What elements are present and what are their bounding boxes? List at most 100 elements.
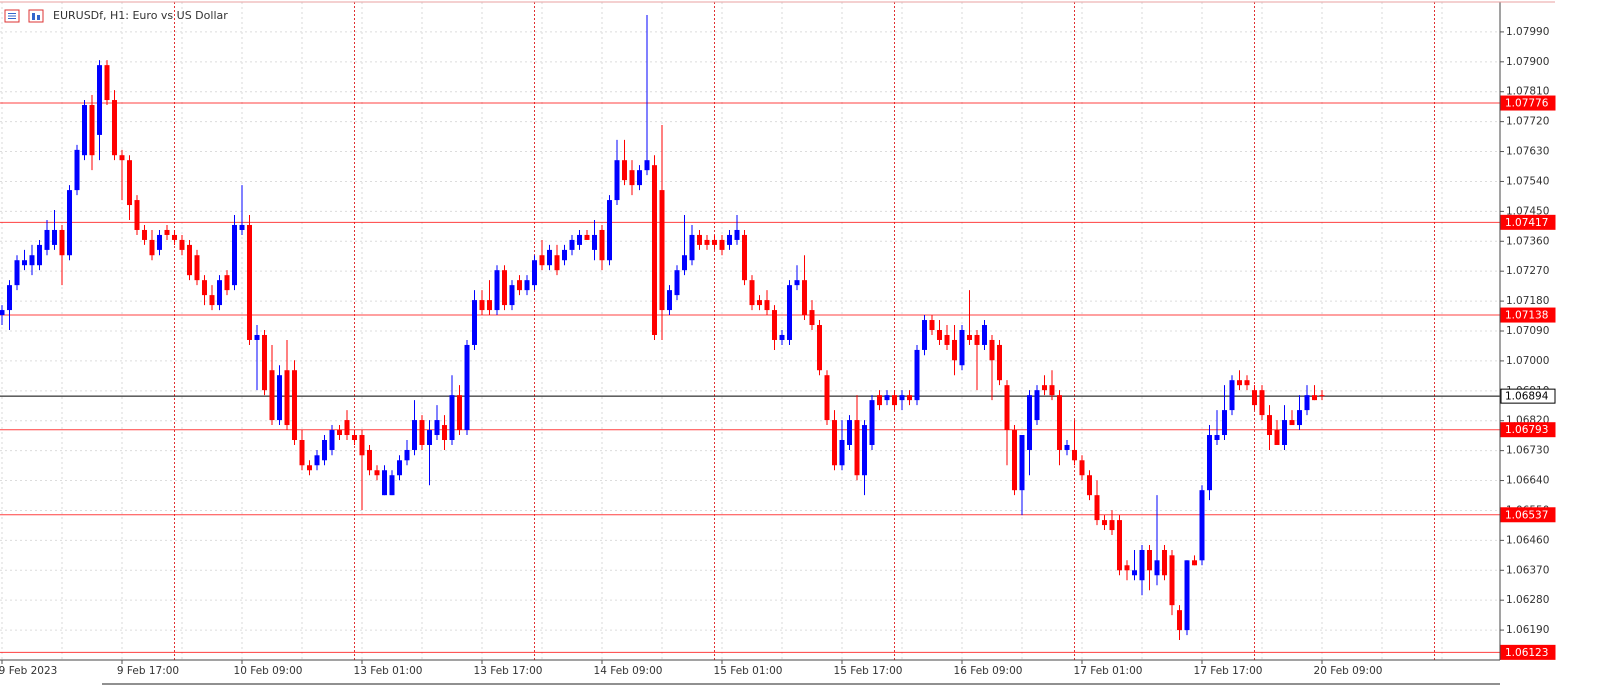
- y-tick-label: 1.07540: [1506, 175, 1549, 187]
- candle-body: [277, 375, 282, 421]
- symbol-icons: [4, 9, 44, 23]
- candle-body: [397, 460, 402, 476]
- candle-body: [1214, 435, 1220, 441]
- candle-body: [104, 65, 110, 101]
- icon-depth[interactable]: [28, 9, 44, 23]
- level-box: [1500, 644, 1556, 660]
- candle-body: [772, 310, 777, 340]
- candle-body: [239, 224, 245, 230]
- candle-body: [1312, 395, 1317, 401]
- candle-body: [877, 395, 882, 406]
- candle-body: [952, 339, 957, 361]
- candle-body: [247, 224, 252, 340]
- candle-body: [824, 375, 830, 421]
- candle-body: [479, 300, 485, 311]
- x-tick-label: 17 Feb 17:00: [1194, 665, 1263, 677]
- candle-body: [922, 320, 927, 350]
- candle-body: [434, 420, 440, 436]
- candle-body: [337, 430, 342, 436]
- level-label: 1.06537: [1505, 509, 1548, 521]
- candle-body: [179, 239, 185, 250]
- candle-body: [727, 234, 732, 245]
- candle-body: [1177, 610, 1182, 631]
- candle-body: [757, 300, 762, 306]
- candle-body: [299, 440, 305, 466]
- candle-body: [622, 160, 627, 181]
- candle-body: [502, 270, 507, 306]
- candle-body: [187, 244, 192, 276]
- candle-body: [1147, 550, 1152, 571]
- candle-body: [1079, 460, 1085, 476]
- candle-body: [1124, 565, 1130, 571]
- candle-body: [584, 234, 590, 240]
- x-tick-label: 9 Feb 17:00: [117, 665, 179, 677]
- x-tick-label: 10 Feb 09:00: [234, 665, 303, 677]
- candle-body: [719, 239, 725, 250]
- icon-bar: [37, 15, 40, 20]
- x-tick-label: 16 Feb 09:00: [954, 665, 1023, 677]
- candle-body: [44, 229, 50, 250]
- candle-body: [959, 330, 965, 366]
- y-tick-label: 1.07180: [1506, 295, 1549, 307]
- candle-body: [944, 334, 950, 345]
- candle-body: [562, 249, 567, 261]
- candle-body: [659, 190, 665, 311]
- candle-body: [427, 430, 432, 445]
- candle-body: [869, 400, 875, 445]
- candle-body: [1004, 385, 1010, 431]
- level-box: [1500, 507, 1556, 523]
- candle-body: [614, 160, 620, 201]
- candle-body: [142, 229, 147, 240]
- candle-body: [404, 449, 410, 461]
- level-box: [1500, 388, 1556, 404]
- candle-body: [164, 229, 170, 235]
- candle-body: [292, 370, 297, 441]
- candle-body: [1049, 385, 1055, 396]
- candle-body: [29, 255, 35, 266]
- candle-body: [892, 395, 897, 406]
- candle-body: [742, 234, 747, 281]
- candle-body: [1259, 390, 1265, 416]
- candle-body: [457, 395, 462, 431]
- candle-body: [134, 200, 140, 230]
- candle-body: [1252, 390, 1257, 406]
- candle-body: [779, 334, 785, 340]
- candle-body: [1012, 430, 1017, 491]
- candle-body: [307, 465, 312, 471]
- candle-body: [839, 440, 845, 466]
- candle-body: [914, 349, 920, 401]
- candle-body: [494, 270, 500, 311]
- candle-body: [637, 170, 642, 186]
- candle-body: [749, 280, 755, 306]
- y-tick-label: 1.06640: [1506, 475, 1549, 487]
- candle-body: [37, 244, 42, 266]
- x-tick-label: 13 Feb 17:00: [474, 665, 543, 677]
- y-tick-label: 1.06460: [1506, 534, 1549, 546]
- y-tick-label: 1.07630: [1506, 146, 1549, 158]
- candle-body: [577, 234, 582, 245]
- candle-body: [1304, 395, 1310, 411]
- candle-body: [172, 234, 177, 240]
- candle-body: [764, 300, 770, 311]
- axis-layer: 1.07990 1.07900 1.07810 1.07720 1.07630 1.075…: [0, 1, 1555, 685]
- candle-body: [997, 344, 1002, 381]
- candle-body: [832, 420, 837, 466]
- level-box: [1500, 307, 1556, 323]
- candle-body: [1064, 444, 1070, 450]
- candle-body: [322, 440, 327, 461]
- candle-body: [1289, 420, 1295, 426]
- candle-body: [149, 239, 155, 256]
- candle-body: [1042, 385, 1047, 391]
- candle-body: [967, 334, 972, 340]
- candle-body: [7, 285, 12, 311]
- candle-body: [1154, 560, 1160, 576]
- y-tick-label: 1.06280: [1506, 594, 1549, 606]
- candle-body: [854, 420, 860, 476]
- candle-body: [1087, 475, 1092, 496]
- level-box-layer: 1.07776 1.07417 1.07138 1.06793 1.06537 1.061…: [1500, 95, 1556, 660]
- y-tick-label: 1.06370: [1506, 564, 1549, 576]
- candle-body: [532, 260, 537, 286]
- candle-body: [269, 370, 275, 421]
